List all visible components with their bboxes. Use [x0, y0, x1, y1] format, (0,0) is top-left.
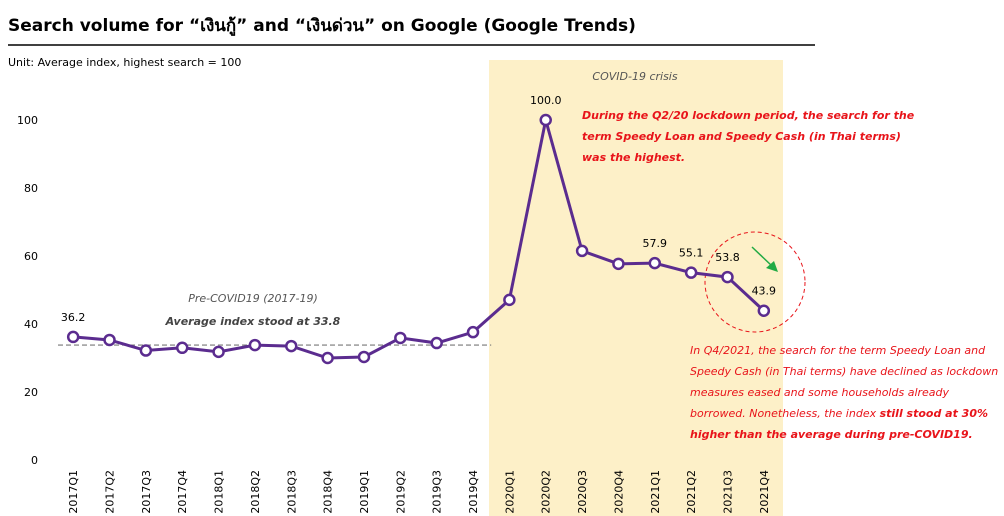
x-tick-label: 2017Q4	[176, 470, 189, 514]
peak-note: During the Q2/20 lockdown period, the se…	[582, 109, 915, 164]
x-tick-label: 2020Q3	[576, 470, 589, 514]
point	[684, 266, 698, 279]
note-segment: In Q4/2021, the search for the term Spee…	[690, 344, 986, 357]
x-tick-label: 2017Q3	[140, 470, 153, 514]
note-line: term Speedy Loan and Speedy Cash (in Tha…	[582, 130, 901, 143]
point	[430, 336, 443, 350]
x-tick-label: 2018Q4	[322, 470, 335, 514]
x-tick-label: 2018Q1	[213, 470, 226, 514]
note-line: In Q4/2021, the search for the term Spee…	[690, 344, 986, 357]
x-tick-label: 2020Q4	[612, 470, 625, 514]
point	[248, 338, 262, 352]
y-tick-label: 60	[24, 250, 38, 263]
x-tick-label: 2021Q4	[758, 470, 771, 514]
note-line: During the Q2/20 lockdown period, the se…	[582, 109, 915, 122]
recent-note: In Q4/2021, the search for the term Spee…	[690, 344, 998, 441]
x-tick-label: 2017Q1	[67, 470, 80, 514]
x-tick-label: 2021Q2	[685, 470, 698, 514]
x-tick-label: 2019Q2	[394, 470, 407, 514]
x-tick-label: 2019Q4	[467, 470, 480, 514]
covid-period-shade	[489, 60, 783, 516]
note-segment: still stood at 30%	[880, 407, 988, 420]
note-line: borrowed. Nonetheless, the index still s…	[690, 407, 988, 420]
note-segment: borrowed. Nonetheless, the index	[690, 407, 880, 420]
y-tick-label: 0	[31, 454, 38, 467]
point	[466, 325, 480, 339]
chart-title: Search volume for “เงินกู้” and “เงินด่ว…	[8, 16, 636, 37]
average-label: Average index stood at 33.8	[165, 315, 341, 328]
trend-arrow-head	[766, 261, 778, 272]
point	[539, 113, 552, 127]
unit-label: Unit: Average index, highest search = 10…	[8, 56, 241, 69]
point	[721, 270, 734, 284]
note-line: measures eased and some households alrea…	[690, 386, 950, 399]
x-tick-label: 2018Q2	[249, 470, 262, 514]
x-tick-label: 2019Q3	[431, 470, 444, 514]
note-line: Speedy Cash (in Thai terms) have decline…	[690, 365, 998, 378]
trend-arrow	[751, 246, 773, 267]
data-label: 36.2	[61, 311, 86, 324]
covid-label: COVID-19 crisis	[592, 70, 677, 83]
point	[503, 293, 516, 307]
x-tick-label: 2018Q3	[285, 470, 298, 514]
x-tick-label: 2020Q2	[540, 470, 553, 514]
point	[212, 345, 225, 359]
x-tick-label: 2021Q1	[649, 470, 662, 514]
note-segment: higher than the average during pre-COVID…	[690, 428, 973, 441]
y-tick-label: 100	[17, 114, 38, 127]
data-label: 55.1	[679, 247, 704, 260]
data-label: 53.8	[715, 251, 740, 264]
data-label: 100.0	[530, 94, 562, 107]
x-tick-label: 2017Q2	[104, 470, 117, 514]
note-segment: Speedy Cash (in Thai terms) have decline…	[690, 365, 998, 378]
point	[394, 331, 407, 345]
note-line: higher than the average during pre-COVID…	[690, 428, 973, 441]
x-tick-label: 2021Q3	[721, 470, 734, 514]
point	[612, 257, 625, 271]
point	[321, 351, 334, 365]
point	[575, 244, 589, 258]
x-tick-label: 2019Q1	[358, 470, 371, 514]
y-tick-label: 80	[24, 182, 38, 195]
note-segment: measures eased and some households alrea…	[690, 386, 950, 399]
note-line: was the highest.	[582, 151, 685, 164]
highlight-circle	[704, 231, 806, 333]
data-label: 43.9	[752, 285, 777, 298]
point	[648, 256, 662, 270]
point	[139, 344, 153, 357]
point	[66, 330, 80, 344]
point	[175, 341, 189, 355]
pre-covid-label: Pre-COVID19 (2017-19)	[188, 292, 318, 305]
point	[103, 333, 116, 347]
x-tick-label: 2020Q1	[503, 470, 516, 514]
point	[757, 304, 771, 317]
data-label: 57.9	[643, 237, 668, 250]
point	[357, 350, 371, 364]
y-tick-label: 20	[24, 386, 38, 399]
y-tick-label: 40	[24, 318, 38, 331]
point	[285, 339, 298, 353]
